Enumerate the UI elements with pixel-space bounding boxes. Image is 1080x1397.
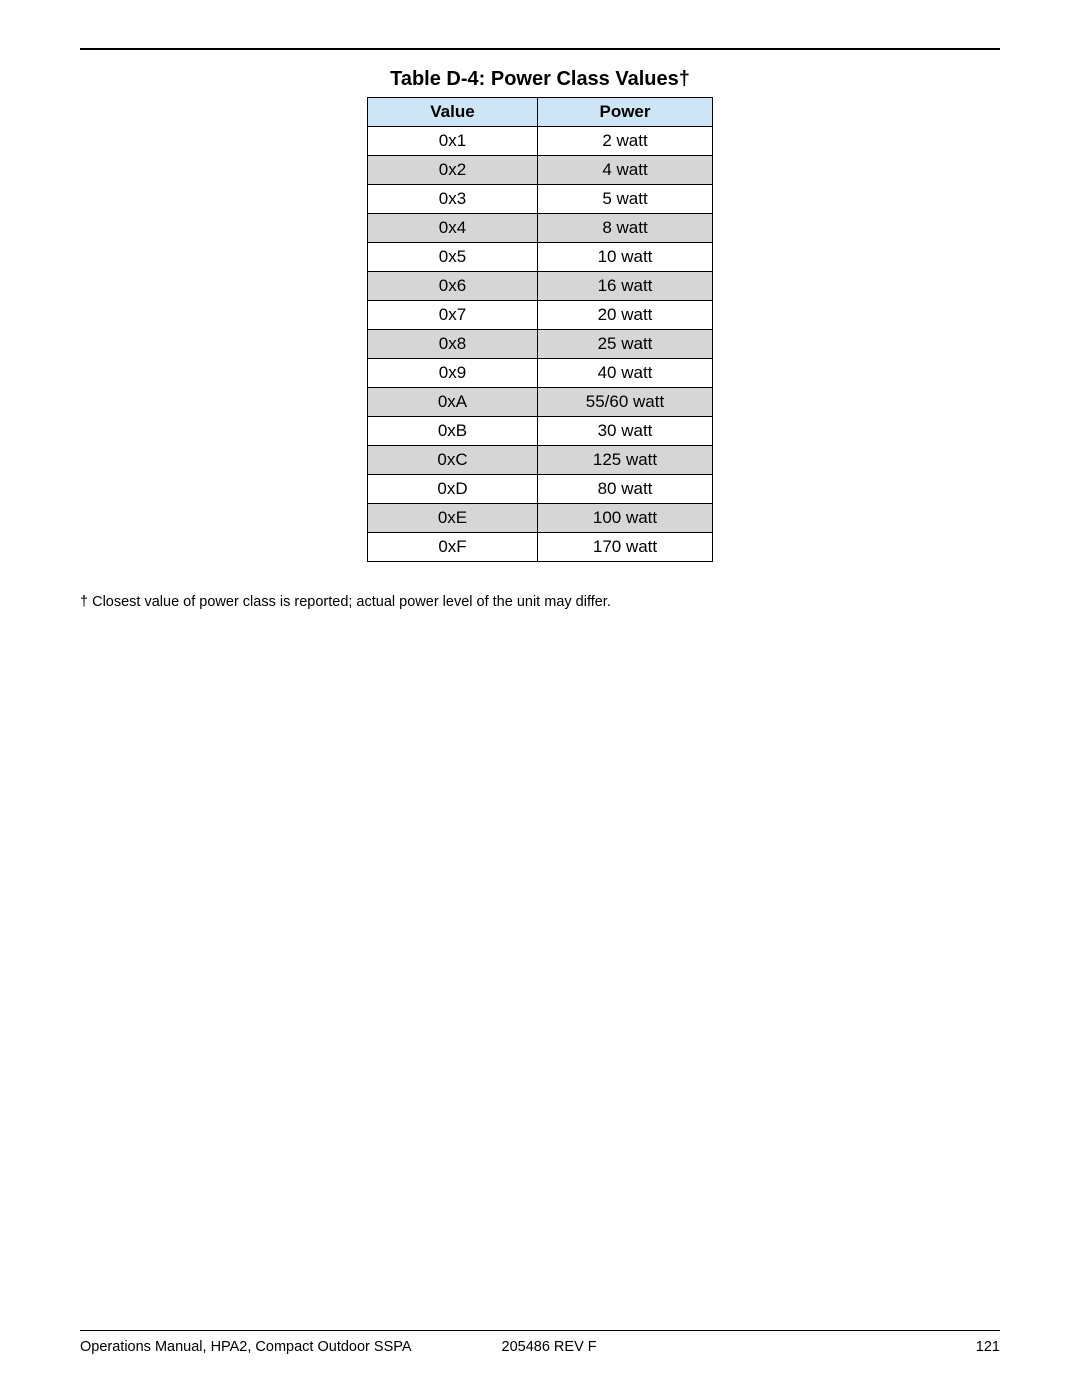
cell-power: 10 watt — [538, 243, 713, 272]
cell-value: 0x1 — [368, 127, 538, 156]
cell-value: 0x9 — [368, 359, 538, 388]
cell-power: 5 watt — [538, 185, 713, 214]
table-row: 0x35 watt — [368, 185, 713, 214]
table-row: 0x48 watt — [368, 214, 713, 243]
table-row: 0xF170 watt — [368, 533, 713, 562]
cell-power: 20 watt — [538, 301, 713, 330]
table-row: 0xE100 watt — [368, 504, 713, 533]
power-class-table: Value Power 0x12 watt0x24 watt0x35 watt0… — [367, 97, 713, 562]
footer-gap — [412, 1339, 502, 1355]
col-header-power: Power — [538, 98, 713, 127]
table-caption: Table D-4: Power Class Values† — [80, 68, 1000, 91]
cell-value: 0x8 — [368, 330, 538, 359]
cell-power: 40 watt — [538, 359, 713, 388]
table-wrap: Value Power 0x12 watt0x24 watt0x35 watt0… — [80, 97, 1000, 562]
table-row: 0x940 watt — [368, 359, 713, 388]
footnote: † Closest value of power class is report… — [80, 594, 1000, 610]
cell-value: 0xC — [368, 446, 538, 475]
table-row: 0xD80 watt — [368, 475, 713, 504]
table-row: 0x12 watt — [368, 127, 713, 156]
cell-value: 0xD — [368, 475, 538, 504]
cell-power: 8 watt — [538, 214, 713, 243]
cell-value: 0xE — [368, 504, 538, 533]
footer-center: 205486 REV F — [502, 1339, 597, 1355]
table-row: 0x825 watt — [368, 330, 713, 359]
cell-value: 0x2 — [368, 156, 538, 185]
cell-value: 0xB — [368, 417, 538, 446]
footer-row: Operations Manual, HPA2, Compact Outdoor… — [80, 1339, 1000, 1355]
table-header-row: Value Power — [368, 98, 713, 127]
cell-power: 80 watt — [538, 475, 713, 504]
footer-left: Operations Manual, HPA2, Compact Outdoor… — [80, 1339, 412, 1355]
table-row: 0x24 watt — [368, 156, 713, 185]
cell-power: 16 watt — [538, 272, 713, 301]
cell-value: 0x6 — [368, 272, 538, 301]
footer-right: 121 — [976, 1339, 1000, 1355]
page-footer: Operations Manual, HPA2, Compact Outdoor… — [80, 1330, 1000, 1355]
cell-power: 2 watt — [538, 127, 713, 156]
cell-value: 0xA — [368, 388, 538, 417]
table-row: 0xA55/60 watt — [368, 388, 713, 417]
top-rule — [80, 48, 1000, 50]
col-header-value: Value — [368, 98, 538, 127]
cell-value: 0x7 — [368, 301, 538, 330]
cell-value: 0x3 — [368, 185, 538, 214]
cell-power: 25 watt — [538, 330, 713, 359]
cell-value: 0xF — [368, 533, 538, 562]
cell-power: 100 watt — [538, 504, 713, 533]
table-body: 0x12 watt0x24 watt0x35 watt0x48 watt0x51… — [368, 127, 713, 562]
cell-power: 30 watt — [538, 417, 713, 446]
page: Table D-4: Power Class Values† Value Pow… — [0, 0, 1080, 1397]
cell-power: 125 watt — [538, 446, 713, 475]
table-row: 0xB30 watt — [368, 417, 713, 446]
footer-spacer — [597, 1339, 976, 1355]
cell-power: 4 watt — [538, 156, 713, 185]
table-row: 0x616 watt — [368, 272, 713, 301]
cell-power: 55/60 watt — [538, 388, 713, 417]
footer-rule — [80, 1330, 1000, 1331]
table-row: 0x510 watt — [368, 243, 713, 272]
cell-value: 0x4 — [368, 214, 538, 243]
cell-value: 0x5 — [368, 243, 538, 272]
table-row: 0x720 watt — [368, 301, 713, 330]
cell-power: 170 watt — [538, 533, 713, 562]
table-row: 0xC125 watt — [368, 446, 713, 475]
